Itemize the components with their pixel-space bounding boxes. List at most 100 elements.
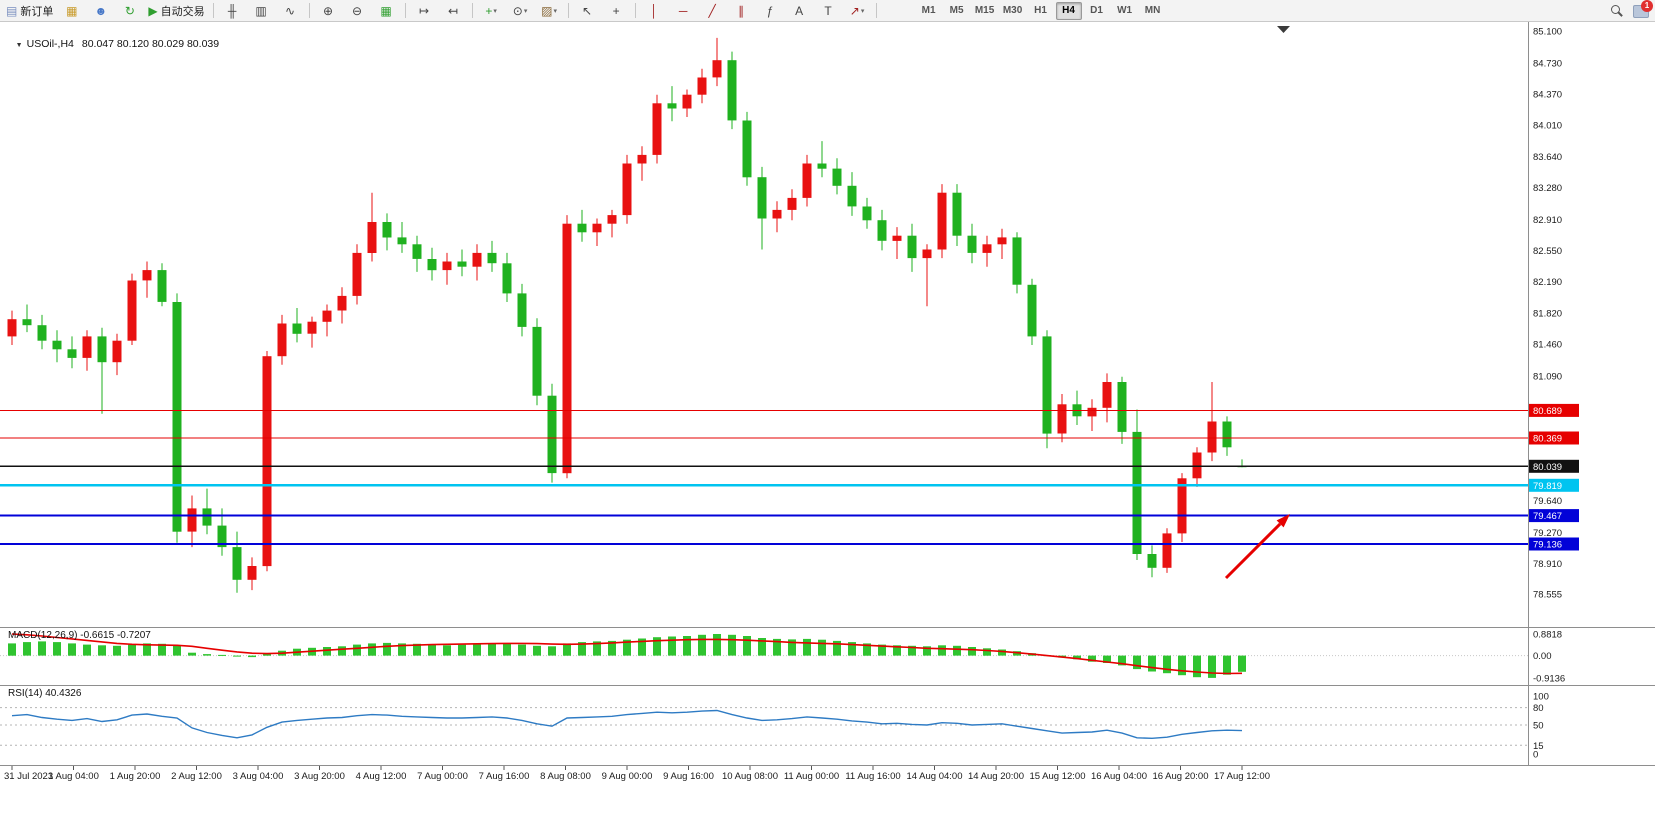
autotrading-button[interactable]: ▶ 自动交易	[145, 1, 207, 21]
line-chart-button[interactable]: ∿	[277, 1, 304, 21]
timeframe-m15-button[interactable]: M15	[974, 5, 995, 16]
one-click-trading-toggle-icon[interactable]: ▼	[15, 42, 23, 49]
text-button[interactable]: A	[786, 1, 813, 21]
new-order-icon: ▤	[6, 3, 18, 18]
zoom-out-button[interactable]: ⊖	[344, 1, 371, 21]
profiles-button[interactable]: ☻	[87, 1, 114, 21]
market-watch-icon: ↻	[124, 3, 135, 18]
price-badge-label: 79.467	[1533, 511, 1562, 522]
arrows-button[interactable]: ↗ ▾	[844, 1, 871, 21]
price-badge	[1529, 431, 1579, 445]
cursor-button[interactable]: ↖	[574, 1, 601, 21]
notifications-button[interactable]: 1	[1633, 0, 1653, 18]
candle-body	[82, 336, 92, 358]
arrow-annotation[interactable]	[1224, 514, 1290, 580]
periods-button[interactable]: ⊙ ▾	[507, 1, 534, 21]
price-badge-label: 79.819	[1533, 481, 1562, 492]
tile-windows-icon: ▦	[380, 3, 392, 18]
timeframe-mn-button[interactable]: MN	[1144, 5, 1161, 16]
price-tick-label: 83.280	[1533, 183, 1562, 194]
time-label: 3 Aug 04:00	[233, 771, 284, 782]
timeframe-m30-button[interactable]: M30	[1002, 5, 1023, 16]
crosshair-button[interactable]: +	[603, 1, 630, 21]
macd-histogram-bar	[38, 641, 46, 656]
macd-histogram-bar	[863, 643, 871, 656]
time-label: 10 Aug 08:00	[722, 771, 778, 782]
price-tick-label: 78.910	[1533, 559, 1562, 570]
candle-body	[907, 235, 917, 259]
price-scale[interactable]: 85.100 84.730 84.370 84.010 83.640 83.280 82.9…	[1529, 27, 1579, 601]
candle-body	[337, 295, 347, 311]
macd-histogram-bar	[233, 655, 241, 657]
candle-body	[1042, 336, 1052, 434]
candle-body	[592, 223, 602, 233]
toolbar-separator	[875, 3, 877, 18]
macd-scale-label: 0.00	[1533, 651, 1552, 662]
new-order-button[interactable]: ▤ 新订单	[3, 1, 56, 21]
chart-area[interactable]: 85.100 84.730 84.370 84.010 83.640 83.280 82.9…	[0, 22, 1655, 788]
candle-body	[832, 168, 842, 186]
macd-histogram-bar	[83, 644, 91, 656]
horizontal-line-button[interactable]: ─	[670, 1, 697, 21]
candle-body	[202, 508, 212, 526]
templates-button[interactable]: ▨ ▾	[536, 1, 563, 21]
macd-scale-label: 0.8818	[1533, 630, 1562, 641]
bar-chart-button[interactable]: ╫	[219, 1, 246, 21]
toolbar-separator	[404, 3, 406, 18]
price-tick-label: 79.270	[1533, 528, 1562, 539]
fibonacci-button[interactable]: ƒ	[757, 1, 784, 21]
time-label: 1 Aug 04:00	[48, 771, 99, 782]
candle-body	[97, 336, 107, 363]
toolbar-separator	[634, 3, 636, 18]
equidistant-channel-button[interactable]: ∥	[728, 1, 755, 21]
chart-shift-marker[interactable]	[1277, 26, 1290, 33]
new-chart-button[interactable]: ▦	[58, 1, 85, 21]
search-icon[interactable]	[1610, 4, 1623, 17]
timeframe-m5-button[interactable]: M5	[949, 5, 964, 16]
macd-histogram-bar	[368, 643, 376, 656]
price-tick-label: 81.820	[1533, 309, 1562, 320]
timeframe-d1-button[interactable]: D1	[1090, 5, 1103, 16]
macd-histogram-bar	[53, 642, 61, 656]
price-tick-label: 84.730	[1533, 58, 1562, 69]
price-tick-label: 78.555	[1533, 590, 1562, 601]
price-badge-label: 80.369	[1533, 434, 1562, 445]
candle-body	[322, 310, 332, 322]
candlestick-chart-button[interactable]: ▥	[248, 1, 275, 21]
time-label: 14 Aug 04:00	[907, 771, 963, 782]
timeframe-h4-button[interactable]: H4	[1055, 1, 1082, 20]
market-watch-button[interactable]: ↻	[116, 1, 143, 21]
macd-histogram-bar	[1118, 655, 1126, 666]
candle-body	[1207, 421, 1217, 453]
timeframe-h1-button[interactable]: H1	[1034, 5, 1047, 16]
candle-body	[277, 323, 287, 357]
candle-body	[922, 249, 932, 259]
new-chart-icon: ▦	[66, 3, 78, 18]
candle-body	[187, 508, 197, 532]
timeframe-m1-button[interactable]: M1	[921, 5, 936, 16]
candle-body	[412, 244, 422, 259]
toolbar-separator	[212, 3, 214, 18]
time-label: 17 Aug 12:00	[1214, 771, 1270, 782]
timeframe-w1-button[interactable]: W1	[1117, 5, 1133, 16]
text-label-button[interactable]: T	[815, 1, 842, 21]
macd-histogram-bar	[428, 644, 436, 656]
vertical-line-button[interactable]: │	[641, 1, 668, 21]
indicators-button[interactable]: + ▾	[478, 1, 505, 21]
candle-body	[637, 154, 647, 164]
macd-histogram-bar	[203, 654, 211, 656]
candle-body	[52, 340, 62, 350]
chart-canvas[interactable]: 85.100 84.730 84.370 84.010 83.640 83.280 82.9…	[0, 22, 1655, 788]
zoom-in-button[interactable]: ⊕	[315, 1, 342, 21]
tile-windows-button[interactable]: ▦	[373, 1, 400, 21]
macd-histogram-bar	[263, 653, 271, 656]
time-label: 4 Aug 12:00	[356, 771, 407, 782]
trendline-button[interactable]: ╱	[699, 1, 726, 21]
macd-signal-line	[11, 633, 1243, 675]
macd-pane: 0.8818 0.00 -0.9136	[0, 630, 1565, 685]
macd-scale-label: -0.9136	[1533, 674, 1565, 685]
auto-scroll-button[interactable]: ↦	[411, 1, 438, 21]
chart-shift-button[interactable]: ↤	[440, 1, 467, 21]
price-tick-label: 84.010	[1533, 120, 1562, 131]
